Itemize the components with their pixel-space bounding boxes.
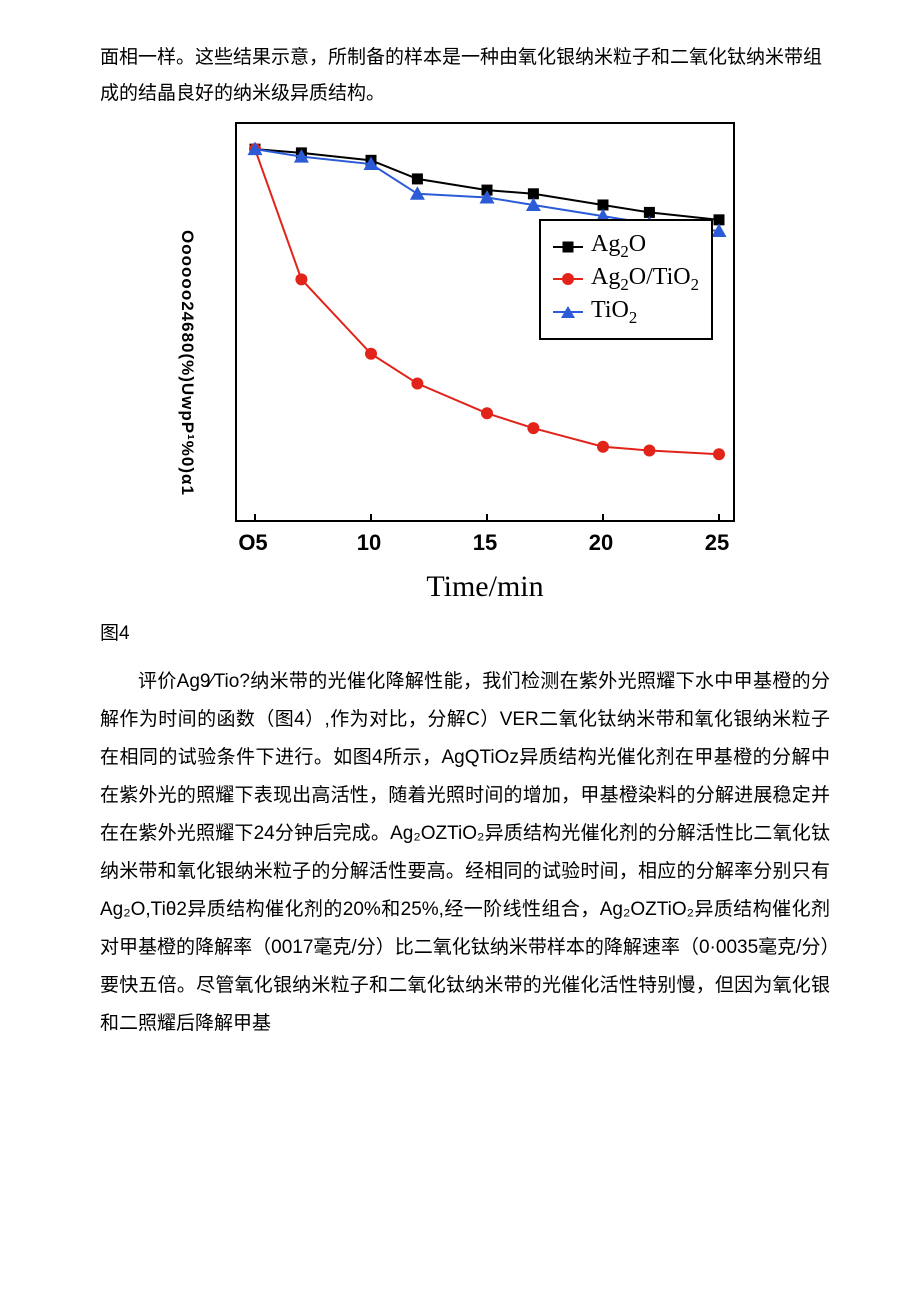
legend-item: TiO2 — [553, 297, 699, 328]
chart-xlabel: Time/min — [235, 570, 735, 604]
legend-label: Ag2O/TiO2 — [591, 264, 699, 295]
body-paragraph: 评价Ag9∕Tio?纳米带的光催化降解性能，我们检测在紫外光照耀下水中甲基橙的分… — [100, 663, 830, 1043]
xtick-label: O5 — [238, 530, 267, 556]
legend-item: Ag2O — [553, 231, 699, 262]
chart-plot-area: Ag2OAg2O/TiO2TiO2 — [235, 122, 735, 522]
chart-ylabel: Oooooo24680(%)UwpP¹%0)α1 — [177, 230, 197, 496]
xtick-label: 15 — [473, 530, 497, 556]
xtick-label: 20 — [589, 530, 613, 556]
chart-container: Oooooo24680(%)UwpP¹%0)α1 Ag2OAg2O/TiO2Ti… — [195, 122, 735, 604]
chart-legend: Ag2OAg2O/TiO2TiO2 — [539, 219, 713, 339]
legend-item: Ag2O/TiO2 — [553, 264, 699, 295]
legend-label: TiO2 — [591, 297, 637, 328]
legend-label: Ag2O — [591, 231, 646, 262]
xtick-label: 25 — [705, 530, 729, 556]
intro-paragraph: 面相一样。这些结果示意，所制备的样本是一种由氧化银纳米粒子和二氧化钛纳米带组成的… — [100, 40, 830, 112]
xtick-label: 10 — [357, 530, 381, 556]
figure-caption: 图4 — [100, 618, 830, 645]
